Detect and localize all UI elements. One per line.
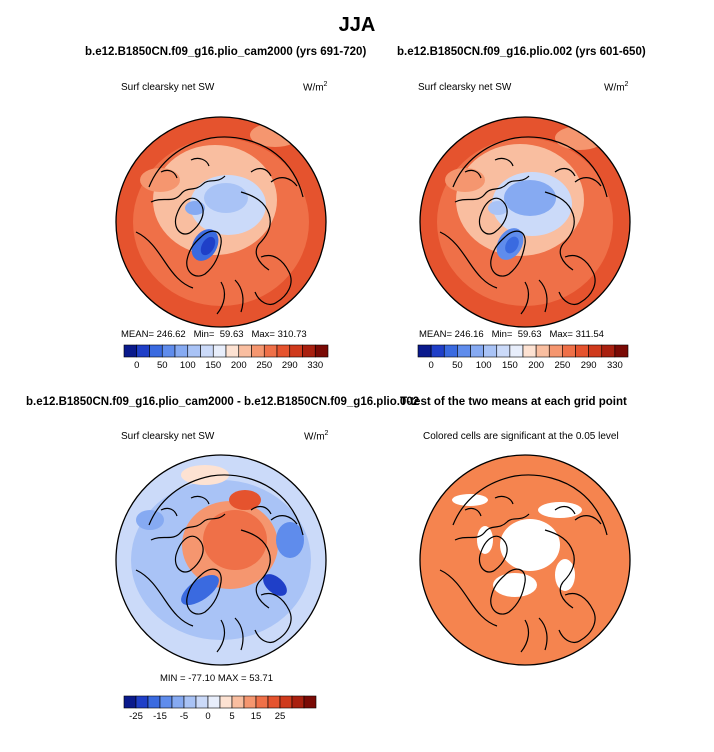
colorbar-box (314, 344, 329, 358)
panel-1-units: W/m2 (303, 81, 328, 94)
colorbar-box (171, 695, 185, 709)
colorbar-tick-label: 330 (307, 360, 324, 371)
colorbar-tick-label: 290 (281, 360, 298, 371)
colorbar-box (251, 344, 265, 358)
panel-2-stats: MEAN= 246.16 Min= 59.63 Max= 311.54 (419, 329, 604, 340)
map-panel-2 (419, 116, 631, 328)
colorbar-box (509, 344, 524, 358)
colorbar-box (601, 344, 616, 358)
colorbar-box (289, 344, 303, 358)
colorbar-tick-label: -5 (179, 711, 189, 722)
colorbar-box (161, 344, 176, 358)
colorbar-box (496, 344, 511, 358)
colorbar-box (291, 695, 305, 709)
colorbar-tick-label: 0 (205, 711, 211, 722)
colorbar-tick-label: 200 (230, 360, 247, 371)
colorbar-tick-label: 50 (452, 360, 463, 371)
colorbar-box (562, 344, 576, 358)
colorbar-box (136, 344, 150, 358)
colorbar-box (123, 344, 138, 358)
colorbar-tick-label: 200 (528, 360, 545, 371)
panel-2-variable: Surf clearsky net SW (418, 82, 512, 93)
colorbar-box (470, 344, 484, 358)
map-panel-1 (115, 116, 327, 328)
colorbar-box (522, 344, 537, 358)
colorbar-tick-label: 15 (250, 711, 262, 722)
colorbar-box (243, 695, 257, 709)
figure-title: JJA (338, 14, 376, 36)
colorbar-box (588, 344, 603, 358)
colorbar-tick-label: 150 (205, 360, 222, 371)
colorbar-box (183, 695, 197, 709)
colorbar-box (135, 695, 149, 709)
map-panel-3 (115, 454, 327, 666)
colorbar-box (255, 695, 269, 709)
colorbar-box (212, 344, 227, 358)
colorbar-tick-label: -25 (129, 711, 143, 722)
colorbar-panel-3 (123, 695, 317, 709)
colorbar-tick-label: 25 (274, 711, 286, 722)
colorbar-box (279, 695, 293, 709)
colorbar-box (483, 344, 498, 358)
colorbar-tick-label: 100 (179, 360, 196, 371)
panel-2-units: W/m2 (604, 81, 629, 94)
colorbar-box (174, 344, 189, 358)
colorbar-tick-label: 5 (229, 711, 235, 722)
colorbar-box (417, 344, 432, 358)
colorbar-panel-1 (123, 344, 329, 358)
colorbar-tick-label: 330 (606, 360, 623, 371)
colorbar-tick-label: 250 (554, 360, 571, 371)
panel-3-title: b.e12.B1850CN.f09_g16.plio_cam2000 - b.e… (26, 396, 420, 408)
panel-1-stats: MEAN= 246.62 Min= 59.63 Max= 310.73 (121, 329, 307, 340)
colorbar-box (276, 344, 291, 358)
panel-1-variable: Surf clearsky net SW (121, 82, 215, 93)
colorbar-box (123, 695, 137, 709)
colorbar-box (614, 344, 629, 358)
panel-3-units: W/m2 (304, 430, 329, 443)
colorbar-box (443, 344, 458, 358)
colorbar-box (149, 344, 163, 358)
panel-4-title: T-test of the two means at each grid poi… (400, 396, 627, 408)
colorbar-box (200, 344, 214, 358)
colorbar-box (548, 344, 563, 358)
colorbar-tick-label: 0 (428, 360, 434, 371)
colorbar-box (159, 695, 173, 709)
panel-1-title: b.e12.B1850CN.f09_g16.plio_cam2000 (yrs … (85, 46, 367, 58)
colorbar-box (430, 344, 445, 358)
colorbar-box (302, 344, 316, 358)
colorbar-box (231, 695, 245, 709)
colorbar-tick-label: -15 (153, 711, 167, 722)
colorbar-box (575, 344, 589, 358)
colorbar-box (147, 695, 161, 709)
colorbar-box (535, 344, 550, 358)
colorbar-box (267, 695, 281, 709)
colorbar-box (195, 695, 209, 709)
colorbar-tick-label: 0 (134, 360, 140, 371)
panel-4-variable: Colored cells are significant at the 0.0… (423, 431, 619, 442)
colorbar-box (238, 344, 252, 358)
panel-2-title: b.e12.B1850CN.f09_g16.plio.002 (yrs 601-… (397, 46, 646, 58)
colorbar-tick-label: 100 (475, 360, 492, 371)
colorbar-box (187, 344, 201, 358)
colorbar-box (207, 695, 221, 709)
colorbar-tick-label: 150 (501, 360, 518, 371)
colorbar-tick-label: 250 (256, 360, 273, 371)
panel-3-stats: MIN = -77.10 MAX = 53.71 (160, 673, 274, 684)
colorbar-box (263, 344, 278, 358)
colorbar-box (225, 344, 240, 358)
panel-3-variable: Surf clearsky net SW (121, 431, 215, 442)
colorbar-box (219, 695, 233, 709)
colorbar-tick-label: 290 (580, 360, 597, 371)
map-panel-4 (419, 454, 631, 666)
colorbar-box (303, 695, 317, 709)
colorbar-panel-2 (417, 344, 629, 358)
colorbar-box (457, 344, 471, 358)
colorbar-tick-label: 50 (156, 360, 168, 371)
